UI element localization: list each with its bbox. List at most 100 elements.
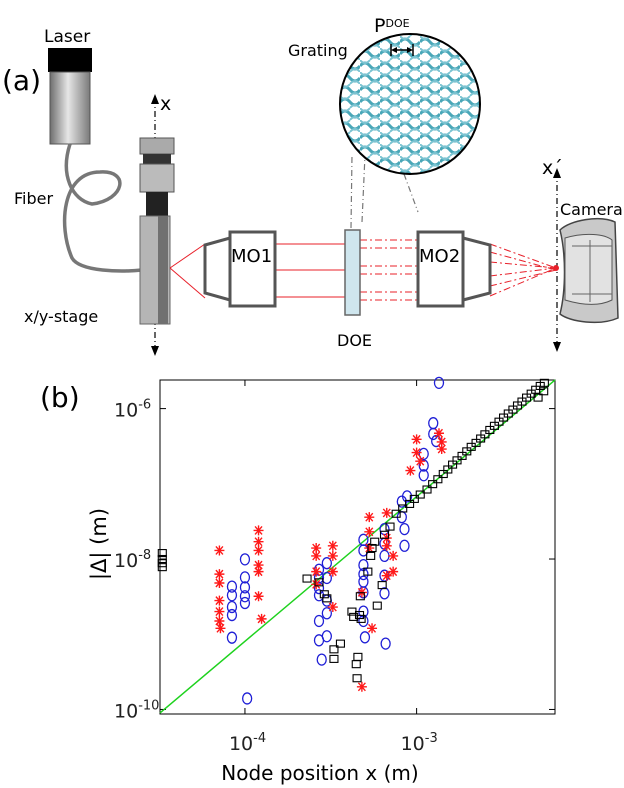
circle-point-8 [239, 590, 251, 603]
star-point-19 [327, 550, 338, 561]
square-point-23 [372, 601, 382, 610]
square-point-6 [319, 590, 329, 599]
square-point-36 [443, 465, 453, 474]
square-point-14 [352, 674, 362, 683]
star-point-11 [253, 566, 264, 577]
circle-point-10 [242, 692, 253, 705]
circle-point-6 [239, 571, 251, 584]
square-point-3 [157, 563, 167, 572]
square-point-38 [452, 456, 462, 465]
square-point-18 [356, 614, 366, 623]
microscope-objective-2: MO2 [416, 230, 492, 308]
star-point-31 [381, 570, 392, 581]
star-point-23 [356, 681, 367, 692]
y-tick-label-0: 10-10 [114, 698, 159, 722]
star-point-21 [327, 602, 338, 613]
circle-point-1 [226, 589, 238, 602]
star-point-5 [214, 615, 225, 626]
star-point-3 [214, 595, 225, 606]
star-point-20 [327, 566, 338, 577]
star-point-7 [253, 525, 264, 536]
star-point-39 [436, 436, 447, 447]
square-point-58 [533, 393, 543, 402]
square-point-9 [329, 654, 339, 663]
grating-label: Grating [288, 41, 348, 60]
circle-point-41 [399, 539, 410, 552]
circle-point-19 [321, 571, 333, 585]
circle-point-4 [226, 631, 238, 644]
fiber-label: Fiber [14, 189, 53, 208]
period-label: PDOE [374, 15, 410, 37]
laser-device: Laser [44, 27, 92, 145]
square-point-0 [157, 549, 167, 558]
circle-point-40 [399, 522, 410, 536]
square-point-19 [363, 567, 373, 576]
square-point-57 [539, 378, 549, 387]
square-point-24 [377, 581, 387, 590]
star-point-0 [214, 545, 225, 556]
square-point-31 [415, 490, 425, 499]
star-point-18 [327, 540, 338, 551]
star-point-9 [253, 545, 264, 556]
square-point-30 [409, 494, 419, 503]
star-point-26 [364, 543, 375, 554]
square-point-25 [379, 530, 390, 539]
circle-point-43 [418, 447, 429, 461]
square-point-17 [355, 592, 365, 601]
circle-point-15 [313, 614, 325, 628]
panel-b-label: (b) [40, 381, 80, 414]
y-axis-label: |Δ| (m) [87, 508, 112, 580]
square-point-46 [489, 421, 499, 430]
circle-point-36 [379, 587, 390, 600]
circle-point-0 [226, 580, 238, 593]
star-point-34 [405, 465, 416, 476]
camera-label: Camera [560, 200, 623, 219]
star-point-40 [436, 444, 447, 455]
circle-point-9 [239, 596, 251, 610]
square-point-50 [508, 405, 518, 414]
panel-a-label: (a) [2, 64, 41, 97]
circle-point-22 [321, 630, 333, 643]
panel-b-chart: (b) 10-4 10-3 10-10 10-8 10-6 Node position … [40, 376, 556, 785]
square-point-26 [385, 522, 395, 531]
square-point-10 [335, 639, 345, 648]
circle-point-13 [313, 581, 325, 595]
square-point-35 [438, 469, 448, 479]
camera: x´ Camera [542, 157, 623, 352]
star-point-4 [214, 606, 225, 617]
star-point-25 [364, 526, 375, 537]
circle-point-49 [433, 376, 445, 389]
square-point-45 [485, 425, 495, 435]
star-point-36 [411, 447, 422, 458]
square-point-39 [457, 451, 467, 460]
star-point-17 [311, 579, 322, 590]
y-tick-label-1: 10-8 [114, 548, 151, 572]
circle-point-37 [380, 637, 391, 650]
square-point-8 [329, 645, 339, 654]
star-point-35 [411, 434, 422, 445]
doe-label: DOE [337, 331, 372, 350]
square-point-20 [366, 551, 376, 560]
star-point-1 [214, 569, 225, 580]
square-point-1 [157, 554, 167, 564]
circle-point-5 [239, 553, 251, 566]
mo2-label: MO2 [419, 246, 460, 267]
laser-beams [169, 239, 557, 301]
stage-label: x/y-stage [24, 307, 98, 326]
star-point-2 [214, 577, 225, 588]
square-point-4 [302, 574, 312, 583]
circle-point-42 [401, 490, 413, 503]
square-point-33 [428, 480, 438, 489]
circle-point-7 [239, 581, 251, 594]
y-tick-label-2: 10-6 [114, 398, 151, 422]
star-point-13 [256, 613, 267, 624]
square-point-5 [314, 578, 324, 587]
circle-point-44 [418, 459, 429, 472]
square-point-44 [480, 430, 490, 439]
square-point-34 [433, 475, 443, 484]
circle-point-31 [359, 631, 371, 644]
square-point-29 [405, 499, 415, 508]
square-point-27 [391, 509, 401, 518]
stage-x-axis-label: x [160, 93, 171, 115]
